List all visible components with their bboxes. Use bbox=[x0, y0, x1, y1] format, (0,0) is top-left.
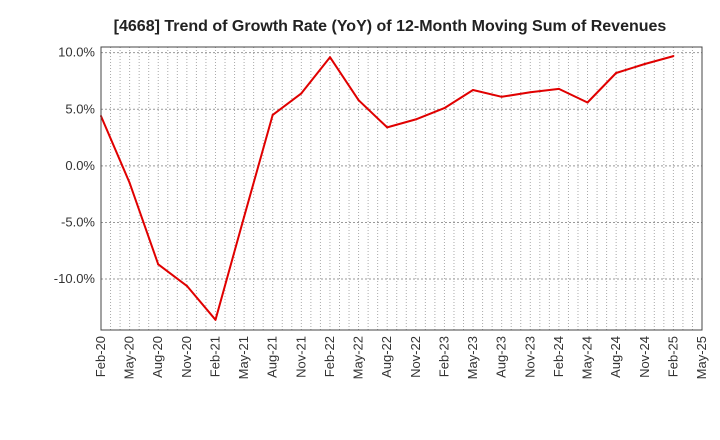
x-tick-label-2: Aug-20 bbox=[150, 336, 165, 378]
data-point-0-14 bbox=[500, 95, 503, 98]
plot-frame bbox=[100, 46, 703, 331]
y-tick-label-3: -5.0% bbox=[61, 214, 95, 229]
x-tick-label-17: May-24 bbox=[580, 336, 595, 379]
data-point-0-6 bbox=[271, 113, 274, 116]
x-tick-label-18: Aug-24 bbox=[608, 336, 623, 378]
data-point-0-18 bbox=[615, 72, 618, 75]
data-point-0-1 bbox=[128, 181, 131, 184]
x-tick-label-21: May-25 bbox=[694, 336, 709, 379]
data-point-0-10 bbox=[386, 126, 389, 129]
data-point-0-13 bbox=[472, 89, 475, 92]
data-point-0-3 bbox=[185, 284, 188, 287]
data-point-0-12 bbox=[443, 107, 446, 110]
x-tick-label-9: May-22 bbox=[351, 336, 366, 379]
x-tick-label-10: Aug-22 bbox=[379, 336, 394, 378]
y-tick-label-1: 5.0% bbox=[65, 101, 95, 116]
x-tick-label-3: Nov-20 bbox=[179, 336, 194, 378]
y-tick-label-0: 10.0% bbox=[58, 45, 95, 60]
chart-title: [4668] Trend of Growth Rate (YoY) of 12-… bbox=[114, 18, 667, 35]
y-tick-label-2: 0.0% bbox=[65, 158, 95, 173]
data-point-0-11 bbox=[414, 118, 417, 121]
data-point-0-15 bbox=[529, 91, 532, 94]
data-point-0-19 bbox=[643, 62, 646, 65]
x-tick-label-14: Aug-23 bbox=[494, 336, 509, 378]
data-point-0-4 bbox=[214, 318, 217, 321]
x-tick-label-20: Feb-25 bbox=[665, 336, 680, 377]
series-layer bbox=[100, 55, 675, 321]
grid bbox=[101, 47, 702, 330]
data-point-0-17 bbox=[586, 101, 589, 104]
x-tick-label-12: Feb-23 bbox=[436, 336, 451, 377]
data-point-0-20 bbox=[672, 55, 675, 58]
x-tick-label-4: Feb-21 bbox=[207, 336, 222, 377]
data-point-0-8 bbox=[328, 56, 331, 59]
y-axis-ticks: 10.0% 5.0% 0.0% -5.0% -10.0% bbox=[54, 45, 96, 286]
y-tick-label-4: -10.0% bbox=[54, 271, 96, 286]
x-axis-ticks: Feb-20 May-20 Aug-20 Nov-20 Feb-21 May-21 Aug-… bbox=[93, 336, 709, 379]
x-tick-label-15: Nov-23 bbox=[522, 336, 537, 378]
x-tick-label-5: May-21 bbox=[236, 336, 251, 379]
data-point-0-7 bbox=[300, 92, 303, 95]
x-tick-label-16: Feb-24 bbox=[551, 336, 566, 377]
x-tick-label-19: Nov-24 bbox=[637, 336, 652, 378]
data-point-0-5 bbox=[243, 215, 246, 218]
data-point-0-2 bbox=[157, 263, 160, 266]
x-tick-label-1: May-20 bbox=[122, 336, 137, 379]
x-tick-label-7: Nov-21 bbox=[293, 336, 308, 378]
data-point-0-16 bbox=[557, 87, 560, 90]
x-tick-label-8: Feb-22 bbox=[322, 336, 337, 377]
x-tick-label-6: Aug-21 bbox=[265, 336, 280, 378]
x-tick-label-0: Feb-20 bbox=[93, 336, 108, 377]
x-tick-label-13: May-23 bbox=[465, 336, 480, 379]
x-tick-label-11: Nov-22 bbox=[408, 336, 423, 378]
data-point-0-9 bbox=[357, 99, 360, 102]
